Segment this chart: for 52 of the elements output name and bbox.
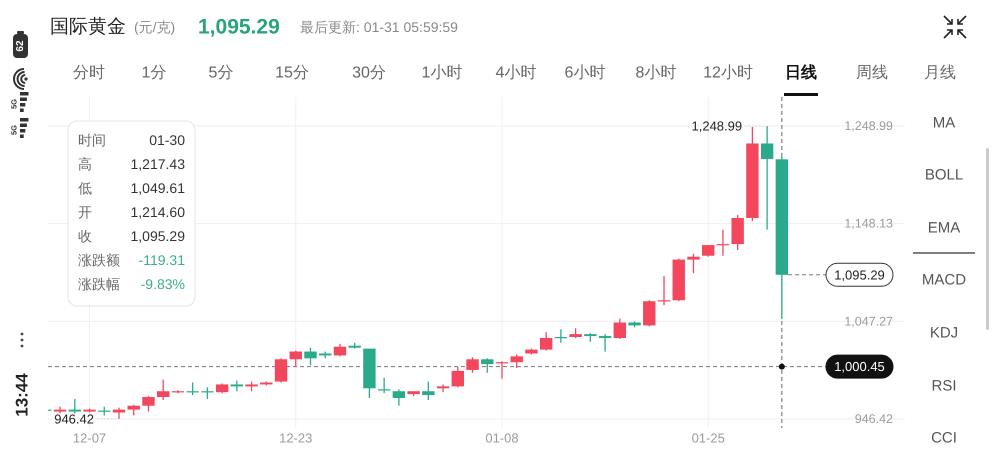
text: 6小时 bbox=[564, 64, 606, 82]
text: 12小时 bbox=[703, 64, 753, 82]
annotation: 1,214.60 bbox=[130, 204, 186, 220]
text: KDJ bbox=[930, 324, 958, 342]
text: 月线 bbox=[924, 64, 956, 82]
text: 最后更新: 01-31 05:59:59 bbox=[300, 19, 458, 35]
annotation: 高 bbox=[78, 156, 92, 172]
x-tick-label: 12-23 bbox=[279, 430, 312, 446]
annotation: 开 bbox=[78, 204, 92, 220]
text: 62 bbox=[15, 40, 26, 52]
annotation: -9.83% bbox=[140, 276, 185, 292]
text: 周线 bbox=[856, 64, 888, 82]
text: MACD bbox=[922, 272, 966, 288]
annotation: 1,248.99 bbox=[692, 118, 742, 134]
x-tick-label: 01-25 bbox=[692, 430, 725, 446]
annotation: 1,217.43 bbox=[130, 156, 186, 172]
text: 1小时 bbox=[422, 64, 462, 82]
text: 8小时 bbox=[636, 64, 676, 82]
text: 4小时 bbox=[496, 64, 536, 82]
text: 日线 bbox=[785, 64, 817, 82]
x-tick-label: 12-07 bbox=[72, 430, 106, 446]
text: 5分 bbox=[208, 64, 234, 82]
text: 30分 bbox=[352, 64, 386, 82]
y-tick-label: 1,047.27 bbox=[844, 314, 894, 328]
annotation: 涨跌额 bbox=[78, 252, 120, 268]
annotation: 01-30 bbox=[149, 132, 186, 148]
text: 1,095.29 bbox=[198, 16, 280, 38]
y-tick-label: 1,248.99 bbox=[844, 119, 894, 134]
annotation: -119.31 bbox=[138, 252, 186, 268]
y-tick-label: 1,148.13 bbox=[844, 216, 894, 231]
annotation: 收 bbox=[78, 228, 92, 244]
y-tick-label: 946.42 bbox=[854, 412, 894, 426]
text: 分时 bbox=[73, 64, 105, 82]
text: EMA bbox=[928, 220, 960, 236]
y-axis-title: (元/克) bbox=[134, 19, 176, 35]
text: 13:44 bbox=[12, 372, 32, 417]
ref-line-label: 1,000.45 bbox=[834, 359, 885, 374]
annotation: 低 bbox=[78, 180, 92, 196]
annotation: 涨跌幅 bbox=[78, 276, 120, 292]
ref-line-label: 1,095.29 bbox=[834, 267, 885, 282]
annotation: 1,049.61 bbox=[130, 180, 186, 196]
x-tick-label: 01-08 bbox=[485, 430, 519, 446]
text: 15分 bbox=[275, 64, 309, 82]
annotation: 时间 bbox=[78, 132, 106, 148]
text: RSI bbox=[931, 378, 957, 394]
chart-title: 国际黄金 bbox=[50, 16, 126, 38]
text: CCI bbox=[931, 430, 957, 446]
text: BOLL bbox=[924, 166, 964, 184]
text: 1分 bbox=[142, 64, 166, 82]
annotation: 1,095.29 bbox=[130, 228, 186, 244]
text: MA bbox=[932, 114, 956, 132]
annotation: 946.42 bbox=[54, 411, 94, 426]
